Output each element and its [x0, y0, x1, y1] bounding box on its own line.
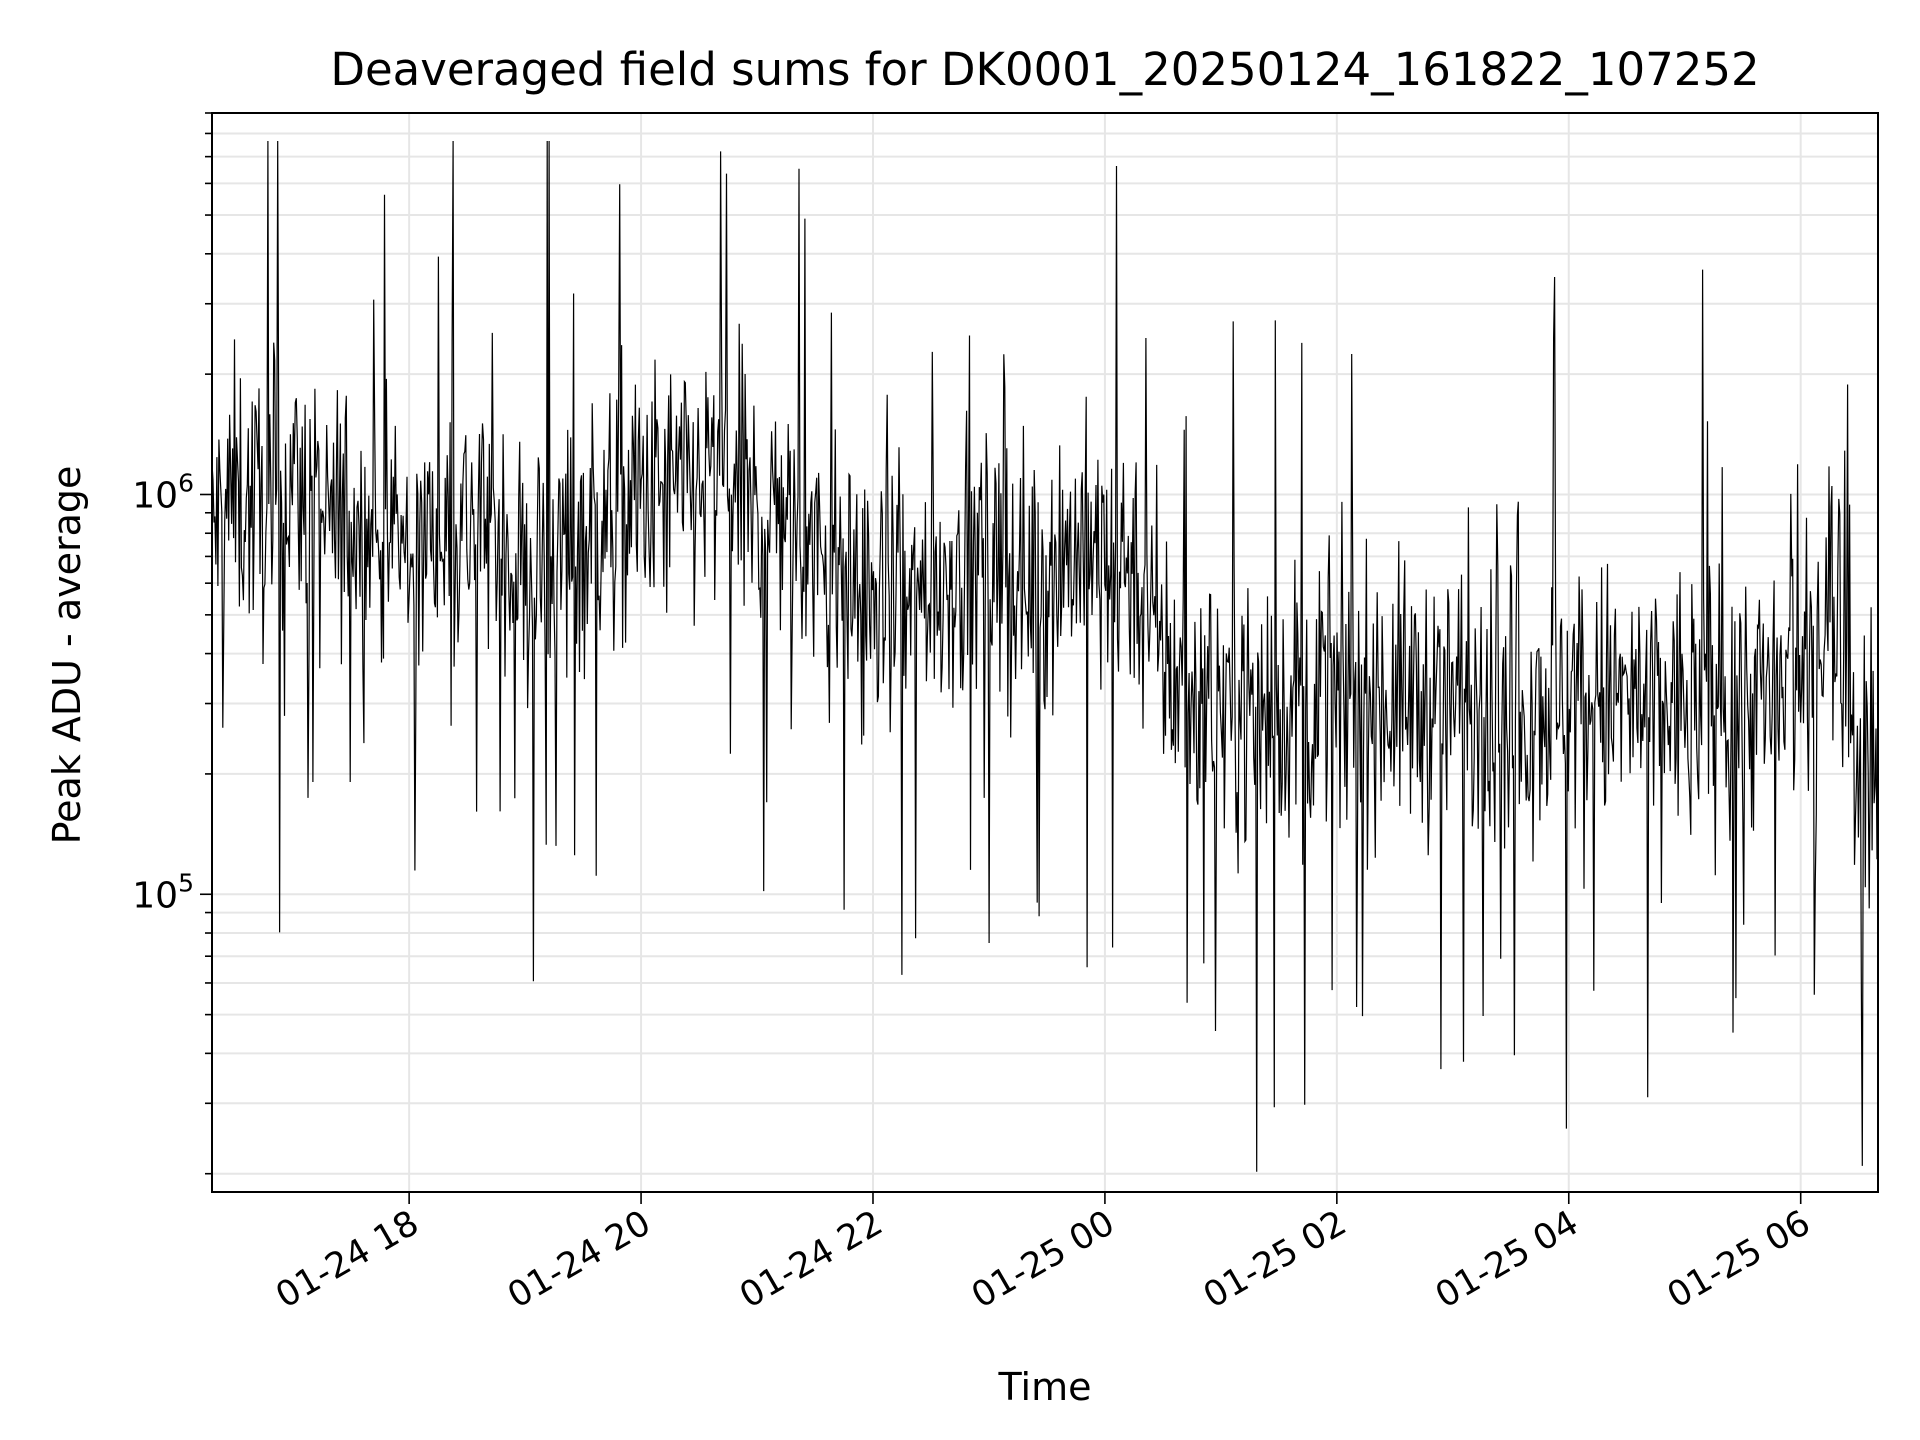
y-tick-label: 105 — [132, 868, 194, 916]
y-axis: 105 106 — [132, 112, 212, 1175]
x-axis-label: Time — [998, 1365, 1092, 1409]
series-line — [211, 140, 1879, 1172]
plot-area — [211, 140, 1879, 1172]
y-tick-label: 106 — [132, 468, 194, 516]
y-axis-label: Peak ADU - average — [45, 466, 89, 845]
plot-frame — [211, 112, 1879, 1193]
chart-title: Deaveraged field sums for DK0001_2025012… — [330, 43, 1759, 96]
